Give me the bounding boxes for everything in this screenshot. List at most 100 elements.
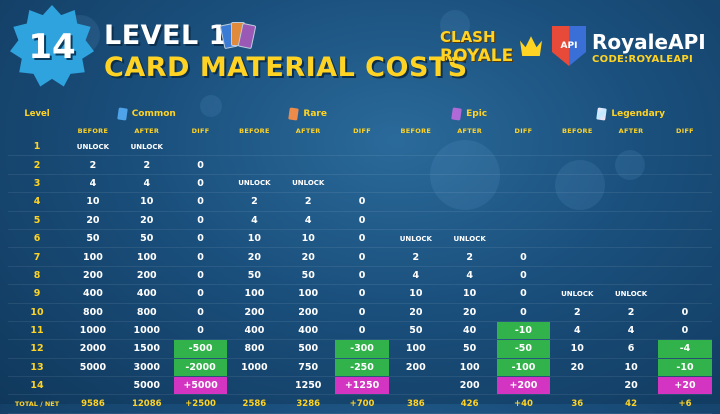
legendary-before-cell: [550, 247, 605, 267]
common-diff-cell: 0: [173, 192, 228, 212]
legendary-diff-cell: [657, 192, 712, 212]
common-after-cell: 200: [119, 266, 174, 286]
level-cell: 7: [8, 247, 67, 267]
common-before-cell: 10: [66, 192, 120, 212]
legendary-diff-cell: -4: [657, 339, 712, 359]
level-badge-number: 14: [28, 27, 76, 67]
table-row: 3 4 4 0 UNLOCK UNLOCK: [8, 174, 712, 194]
legendary-before-cell: 10: [550, 339, 605, 359]
rare-diff-cell: 0: [335, 211, 389, 230]
level-cell: 1: [8, 138, 67, 157]
common-before-cell: 5000: [66, 358, 120, 378]
common-diff-cell: 0: [173, 155, 228, 175]
common-after-cell: 3000: [119, 358, 174, 378]
epic-after-cell: 200: [442, 376, 497, 396]
rare-after-cell: 750: [281, 358, 336, 378]
legendary-diff-cell: [657, 211, 712, 230]
common-before-cell: UNLOCK: [66, 138, 120, 157]
legendary-after-cell: 2: [604, 303, 658, 322]
legendary-before-cell: [550, 266, 605, 286]
epic-card-icon: [451, 107, 462, 121]
royale-logo-text: ROYALE: [440, 46, 514, 66]
epic-after-cell: UNLOCK: [442, 229, 497, 249]
legendary-diff-cell: +20: [657, 376, 712, 396]
subheader-before: BEFORE: [239, 127, 270, 135]
rare-after-cell: 50: [281, 266, 336, 286]
legendary-before-cell: [550, 155, 605, 175]
rare-after-cell: UNLOCK: [281, 174, 336, 194]
table-row: 1 UNLOCK UNLOCK: [8, 138, 712, 157]
epic-before-cell: [388, 155, 443, 175]
rarity-header-row: Level Common Rare Epic Legendary: [8, 104, 712, 124]
epic-before-cell: 4: [388, 266, 443, 286]
legendary-after-cell: [604, 229, 658, 249]
legendary-before-cell: [550, 192, 605, 212]
table-row: 7 100 100 0 20 20 0 2 2 0: [8, 247, 712, 267]
common-before-cell: 2: [66, 155, 120, 175]
epic-before-cell: 200: [388, 358, 443, 378]
table-row: 6 50 50 0 10 10 0 UNLOCK UNLOCK: [8, 229, 712, 249]
rare-before-cell: 4: [227, 211, 282, 230]
common-before-cell: [66, 376, 120, 396]
common-before-cell: 2000: [66, 339, 120, 359]
level-cell: 9: [8, 284, 67, 304]
rare-after-cell: 200: [281, 303, 336, 322]
rare-total-diff: +700: [335, 394, 389, 414]
crown-icon: [520, 36, 542, 56]
rare-before-cell: UNLOCK: [227, 174, 282, 194]
epic-before-cell: [388, 138, 443, 157]
bokeh-light: [440, 10, 470, 40]
table-row: 11 1000 1000 0 400 400 0 50 40 -10 4 4 0: [8, 321, 712, 341]
epic-before-cell: 10: [388, 284, 443, 304]
rare-after-cell: 500: [281, 339, 336, 359]
subheader-diff: DIFF: [353, 127, 371, 135]
rare-before-cell: 50: [227, 266, 282, 286]
common-before-cell: 400: [66, 284, 120, 304]
common-diff-cell: 0: [173, 303, 228, 322]
legendary-before-cell: 20: [550, 358, 605, 378]
epic-diff-cell: -10: [496, 321, 551, 341]
common-after-cell: 100: [119, 247, 174, 267]
legendary-after-cell: 10: [604, 358, 658, 378]
epic-after-cell: 4: [442, 266, 497, 286]
rare-before-cell: 1000: [227, 358, 282, 378]
rare-diff-cell: [335, 138, 389, 157]
legendary-before-cell: [550, 174, 605, 194]
subheader-row: BEFORE AFTER DIFF BEFORE AFTER DIFF BEFO…: [8, 124, 712, 138]
common-diff-cell: -2000: [173, 358, 228, 378]
legendary-diff-cell: [657, 229, 712, 249]
total-label: TOTAL / NET: [8, 394, 67, 414]
legendary-after-cell: [604, 266, 658, 286]
epic-after-cell: [442, 174, 497, 194]
epic-diff-cell: [496, 192, 551, 212]
royaleapi-logo-icon: API: [552, 26, 586, 66]
level-cell: 13: [8, 358, 67, 378]
common-before-cell: 100: [66, 247, 120, 267]
legendary-before-cell: [550, 376, 605, 396]
common-diff-cell: 0: [173, 174, 228, 194]
rare-before-cell: [227, 376, 282, 396]
legendary-diff-cell: [657, 138, 712, 157]
epic-diff-cell: 0: [496, 247, 551, 267]
rare-before-cell: 400: [227, 321, 282, 341]
common-card-icon: [116, 107, 128, 121]
rarity-label: Epic: [466, 109, 488, 119]
epic-total-diff: +40: [496, 394, 551, 414]
rare-after-cell: 1250: [281, 376, 336, 396]
epic-after-cell: 50: [442, 339, 497, 359]
level-cell: 10: [8, 303, 67, 322]
common-after-cell: 5000: [119, 376, 174, 396]
epic-diff-cell: 0: [496, 284, 551, 304]
rare-after-cell: 20: [281, 247, 336, 267]
rare-diff-cell: [335, 155, 389, 175]
table-row: 5 20 20 0 4 4 0: [8, 211, 712, 230]
subheader-before: BEFORE: [400, 127, 432, 135]
epic-before-cell: [388, 376, 443, 396]
legendary-card-icon: [596, 107, 608, 121]
card-cost-table: Level Common Rare Epic Legendary BEFORE …: [8, 104, 712, 414]
rare-after-cell: 400: [281, 321, 336, 341]
legendary-after-cell: [604, 138, 658, 157]
subheader-diff: DIFF: [676, 127, 694, 135]
table-row: 9 400 400 0 100 100 0 10 10 0 UNLOCK UNLOCK: [8, 284, 712, 304]
common-diff-cell: -500: [173, 339, 228, 359]
